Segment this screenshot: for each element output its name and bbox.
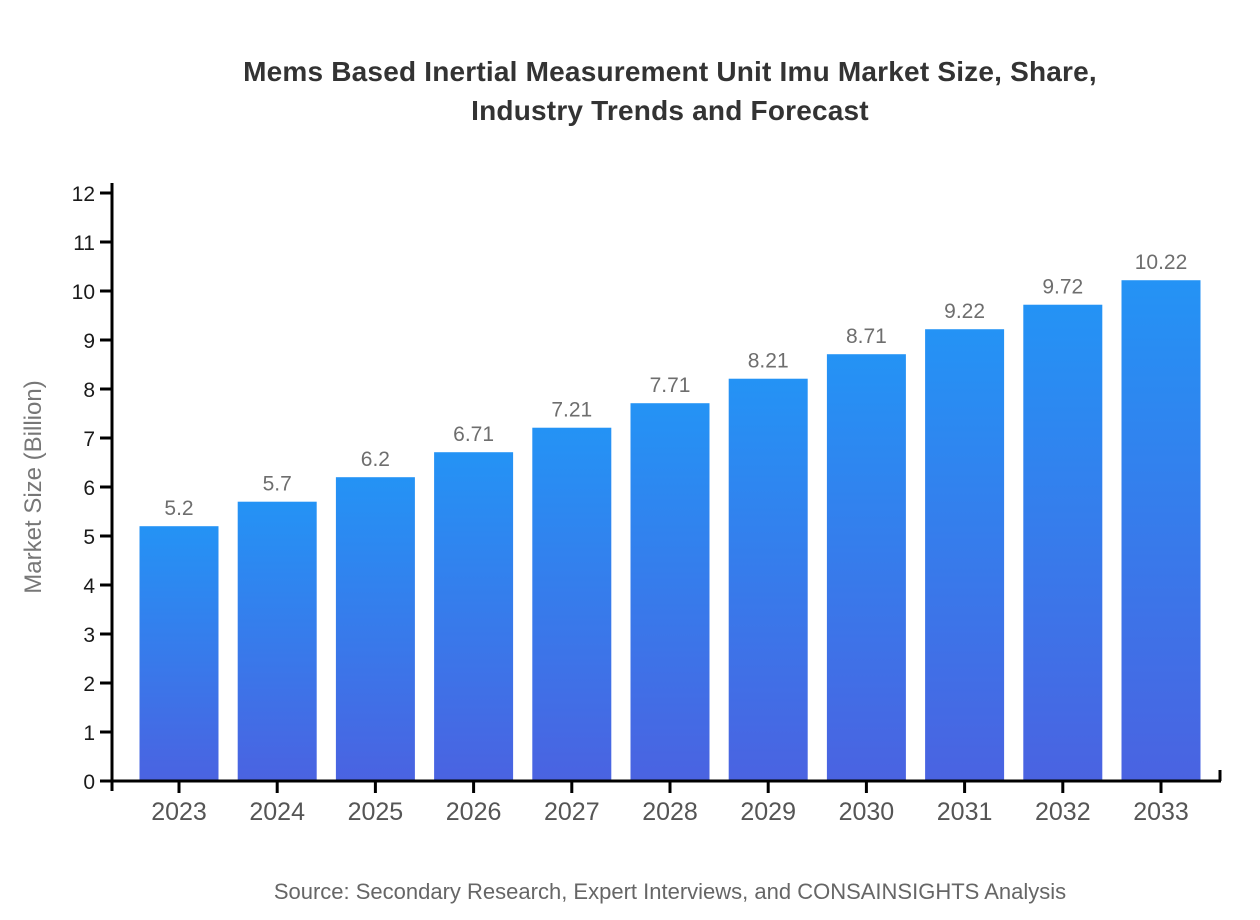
bar-value-label: 10.22 [1135,251,1188,274]
bar-value-label: 7.21 [551,399,592,422]
bar-value-label: 5.2 [164,497,193,520]
x-tick-label: 2024 [249,798,305,826]
x-tick-label: 2033 [1133,798,1189,826]
chart-title-line2: Industry Trends and Forecast [471,95,869,126]
bar-value-label: 8.21 [748,350,789,373]
x-tick-label: 2029 [740,798,796,826]
y-tick-label: 8 [83,379,95,402]
x-tick-label: 2027 [544,798,600,826]
x-tick-label: 2032 [1035,798,1091,826]
bar [335,477,415,780]
bar [1023,304,1103,780]
bar [139,526,219,780]
x-tick-label: 2030 [839,798,895,826]
x-tick-label: 2026 [446,798,502,826]
source-caption: Source: Secondary Research, Expert Inter… [273,879,1067,904]
y-tick-label: 5 [83,526,95,549]
chart-title-line1: Mems Based Inertial Measurement Unit Imu… [243,56,1097,87]
y-tick-label: 12 [72,183,95,206]
axes-layer [100,183,1222,793]
bar-value-label: 8.71 [846,325,887,348]
y-tick-label: 4 [83,575,95,598]
bar [728,378,808,780]
y-tick-label: 3 [83,624,95,647]
y-tick-label: 9 [83,330,95,353]
bar [630,403,710,780]
bar [826,354,906,780]
bar [434,452,514,780]
bar [532,427,612,780]
x-tick-label: 2031 [937,798,993,826]
bar-chart-svg: 012345678910111220235.220245.720256.2202… [72,183,1222,826]
bars-layer [139,280,1201,780]
bar-value-label: 7.71 [650,374,691,397]
y-tick-label: 2 [83,673,95,696]
chart-title: Mems Based Inertial Measurement Unit Imu… [80,52,1260,130]
bar-value-label: 6.71 [453,423,494,446]
bar-value-label: 9.72 [1042,276,1083,299]
bar [1121,280,1201,780]
bar [237,501,317,780]
bar-value-label: 6.2 [361,448,390,471]
y-tick-label: 10 [72,281,95,304]
bar-value-label: 5.7 [263,473,292,496]
y-tick-label: 1 [83,722,95,745]
x-tick-label: 2028 [642,798,698,826]
bar [925,329,1005,780]
labels-layer: 012345678910111220235.220245.720256.2202… [72,183,1189,826]
y-tick-label: 11 [73,232,95,255]
y-tick-label: 0 [83,771,95,794]
y-tick-label: 7 [83,428,95,451]
bar-value-label: 9.22 [944,300,985,323]
y-tick-label: 6 [83,477,95,500]
x-tick-label: 2025 [348,798,404,826]
x-tick-label: 2023 [151,798,207,826]
